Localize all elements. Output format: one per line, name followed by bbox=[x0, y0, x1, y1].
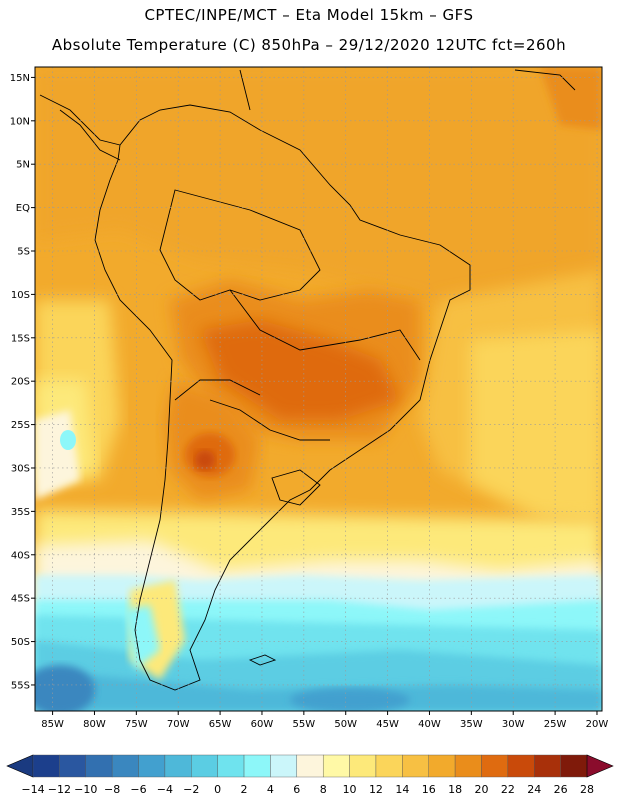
temperature-field bbox=[35, 67, 602, 711]
colorbar-label: −10 bbox=[74, 783, 97, 796]
lon-label: 35W bbox=[460, 719, 483, 730]
colorbar-swatch bbox=[322, 754, 350, 778]
colorbar-swatch bbox=[375, 754, 403, 778]
colorbar-label: 14 bbox=[395, 783, 409, 796]
colorbar-swatch bbox=[217, 754, 245, 778]
colorbar-swatch bbox=[32, 754, 60, 778]
graticule bbox=[35, 67, 602, 711]
colorbar-swatch bbox=[428, 754, 456, 778]
lat-label: 55S bbox=[11, 680, 30, 691]
colorbar-label: 12 bbox=[369, 783, 383, 796]
lon-label: 60W bbox=[251, 719, 274, 730]
lat-label: 15N bbox=[10, 73, 30, 84]
lon-label: 40W bbox=[418, 719, 441, 730]
colorbar-label: 24 bbox=[527, 783, 541, 796]
colorbar-swatch bbox=[454, 754, 482, 778]
colorbar-label: 18 bbox=[448, 783, 462, 796]
lat-label: 50S bbox=[11, 637, 30, 648]
colorbar-label: −6 bbox=[130, 783, 146, 796]
colorbar-label: 16 bbox=[422, 783, 436, 796]
colorbar-swatch bbox=[164, 754, 192, 778]
colorbar-swatch bbox=[507, 754, 535, 778]
colorbar-label: 10 bbox=[343, 783, 357, 796]
colorbar-label: 2 bbox=[241, 783, 248, 796]
map-frame bbox=[34, 66, 603, 712]
colorbar-label: 4 bbox=[267, 783, 274, 796]
lon-label: 50W bbox=[334, 719, 357, 730]
lon-label: 80W bbox=[83, 719, 106, 730]
colorbar-swatch bbox=[111, 754, 139, 778]
colorbar-label: −2 bbox=[183, 783, 199, 796]
lon-label: 65W bbox=[209, 719, 232, 730]
colorbar-label: 6 bbox=[293, 783, 300, 796]
lon-label: 85W bbox=[41, 719, 64, 730]
colorbar-swatch bbox=[138, 754, 166, 778]
colorbar-label: −12 bbox=[48, 783, 71, 796]
colorbar-label: 20 bbox=[474, 783, 488, 796]
lat-label: 40S bbox=[11, 550, 30, 561]
colorbar-label: 8 bbox=[320, 783, 327, 796]
colorbar-label: 26 bbox=[554, 783, 568, 796]
lat-label: 45S bbox=[11, 594, 30, 605]
colorbar-swatch bbox=[270, 754, 298, 778]
colorbar-swatch bbox=[534, 754, 561, 778]
colorbar-swatch bbox=[296, 754, 324, 778]
longitude-labels: 85W 80W 75W 70W 65W 60W 55W 50W 45W 40W 35W 30W 25W 2… bbox=[41, 711, 608, 730]
lat-label: 5N bbox=[16, 160, 30, 171]
lat-label: 10S bbox=[11, 290, 30, 301]
latitude-labels: 15N 10N 5N EQ 5S 10S 15S 20S 25S 30S 35S 40S 45S 50S 5… bbox=[10, 73, 35, 691]
lon-label: 75W bbox=[125, 719, 148, 730]
lon-label: 45W bbox=[376, 719, 399, 730]
colorbar-swatch bbox=[349, 754, 377, 778]
lat-label: 30S bbox=[11, 463, 30, 474]
lat-label: 20S bbox=[11, 377, 30, 388]
lon-label: 70W bbox=[167, 719, 190, 730]
colorbar-swatch bbox=[243, 754, 271, 778]
lat-label: 25S bbox=[11, 420, 30, 431]
colorbar-label: 28 bbox=[580, 783, 594, 796]
colorbar-swatch bbox=[191, 754, 218, 778]
colorbar-label: 0 bbox=[214, 783, 221, 796]
lon-label: 30W bbox=[502, 719, 525, 730]
lat-label: 35S bbox=[11, 507, 30, 518]
colorbar-label: −14 bbox=[21, 783, 44, 796]
colorbar-label: −8 bbox=[104, 783, 120, 796]
colorbar-swatch bbox=[85, 754, 113, 778]
lon-label: 55W bbox=[293, 719, 316, 730]
colorbar-label: −4 bbox=[157, 783, 173, 796]
colorbar-swatch bbox=[560, 754, 588, 778]
colorbar-swatch bbox=[59, 754, 86, 778]
lat-label: 5S bbox=[17, 247, 30, 258]
colorbar-max-arrow bbox=[586, 754, 614, 778]
lat-label: 15S bbox=[11, 333, 30, 344]
lon-label: 20W bbox=[586, 719, 609, 730]
lon-label: 25W bbox=[544, 719, 567, 730]
colorbar-swatch bbox=[481, 754, 509, 778]
colorbar-min-arrow bbox=[6, 754, 34, 778]
coastlines bbox=[39, 69, 576, 691]
lat-label: EQ bbox=[16, 203, 30, 214]
map-title-line2: Absolute Temperature (C) 850hPa – 29/12/… bbox=[51, 36, 567, 54]
lat-label: 10N bbox=[10, 116, 30, 127]
colorbar: −14 −12 −10 −8 −6 −4 −2 0 2 4 6 8 10 12 14 16 18 20 22 24 26… bbox=[6, 754, 614, 796]
colorbar-swatch bbox=[402, 754, 429, 778]
colorbar-label: 22 bbox=[501, 783, 515, 796]
map-title-line1: CPTEC/INPE/MCT – Eta Model 15km – GFS bbox=[144, 6, 474, 24]
